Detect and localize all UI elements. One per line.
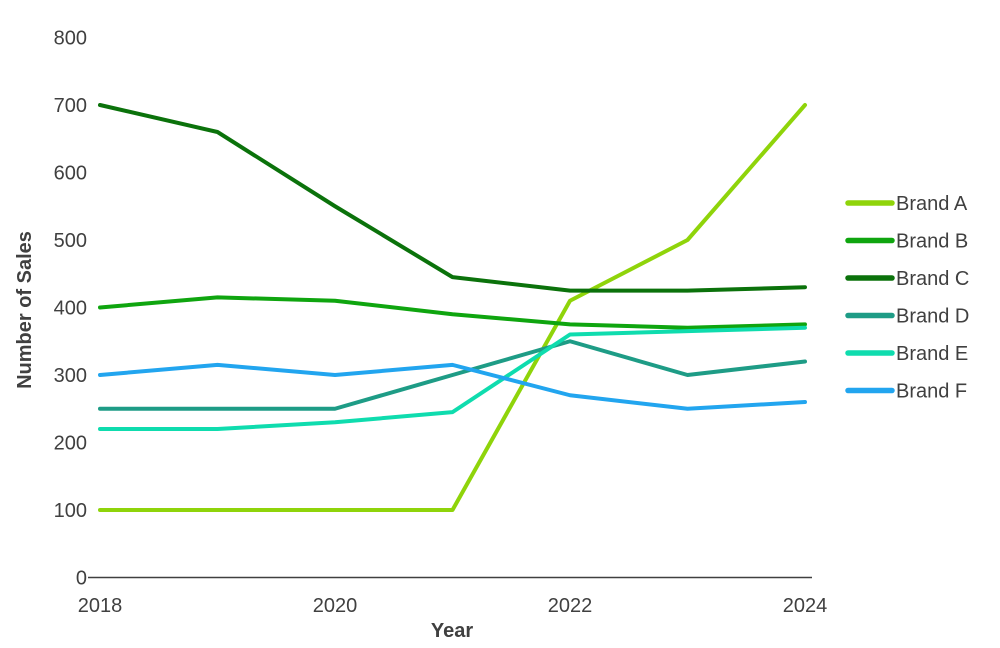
x-axis-tick-labels: 2018 2020 2022 2024 [78,595,828,617]
legend-label: Brand B [896,231,968,253]
y-tick-label: 400 [54,298,87,320]
legend-item-brand-c: Brand C [845,268,969,290]
y-tick-label: 800 [54,28,87,50]
legend-label: Brand D [896,306,969,328]
legend-item-brand-b: Brand B [845,231,968,253]
y-tick-label: 100 [54,500,87,522]
y-tick-label: 700 [54,95,87,117]
legend-label: Brand E [896,343,968,365]
y-tick-label: 300 [54,365,87,387]
legend-label: Brand A [896,193,968,215]
legend: Brand A Brand B Brand C Brand D Brand E Brand… [845,193,969,403]
line-brand-f [98,362,807,411]
legend-label: Brand F [896,381,967,403]
x-tick-label: 2020 [313,595,358,617]
x-axis-title: Year [431,620,473,642]
legend-item-brand-a: Brand A [845,193,968,215]
x-tick-label: 2018 [78,595,123,617]
y-axis-title: Number of Sales [14,231,36,389]
x-tick-label: 2024 [783,595,828,617]
legend-label: Brand C [896,268,969,290]
legend-item-brand-f: Brand F [845,381,967,403]
line-brand-c [98,103,807,293]
plot-lines [98,103,807,512]
y-axis-tick-labels: 0 100 200 300 400 500 600 700 800 [54,28,87,590]
y-tick-label: 200 [54,433,87,455]
x-tick-label: 2022 [548,595,593,617]
line-brand-d [98,339,807,411]
legend-item-brand-d: Brand D [845,306,969,328]
y-tick-label: 600 [54,163,87,185]
y-tick-label: 500 [54,230,87,252]
line-brand-a [98,103,807,512]
y-tick-label: 0 [76,568,87,590]
legend-item-brand-e: Brand E [845,343,968,365]
line-brand-b [98,295,807,330]
line-brand-e [98,325,807,431]
